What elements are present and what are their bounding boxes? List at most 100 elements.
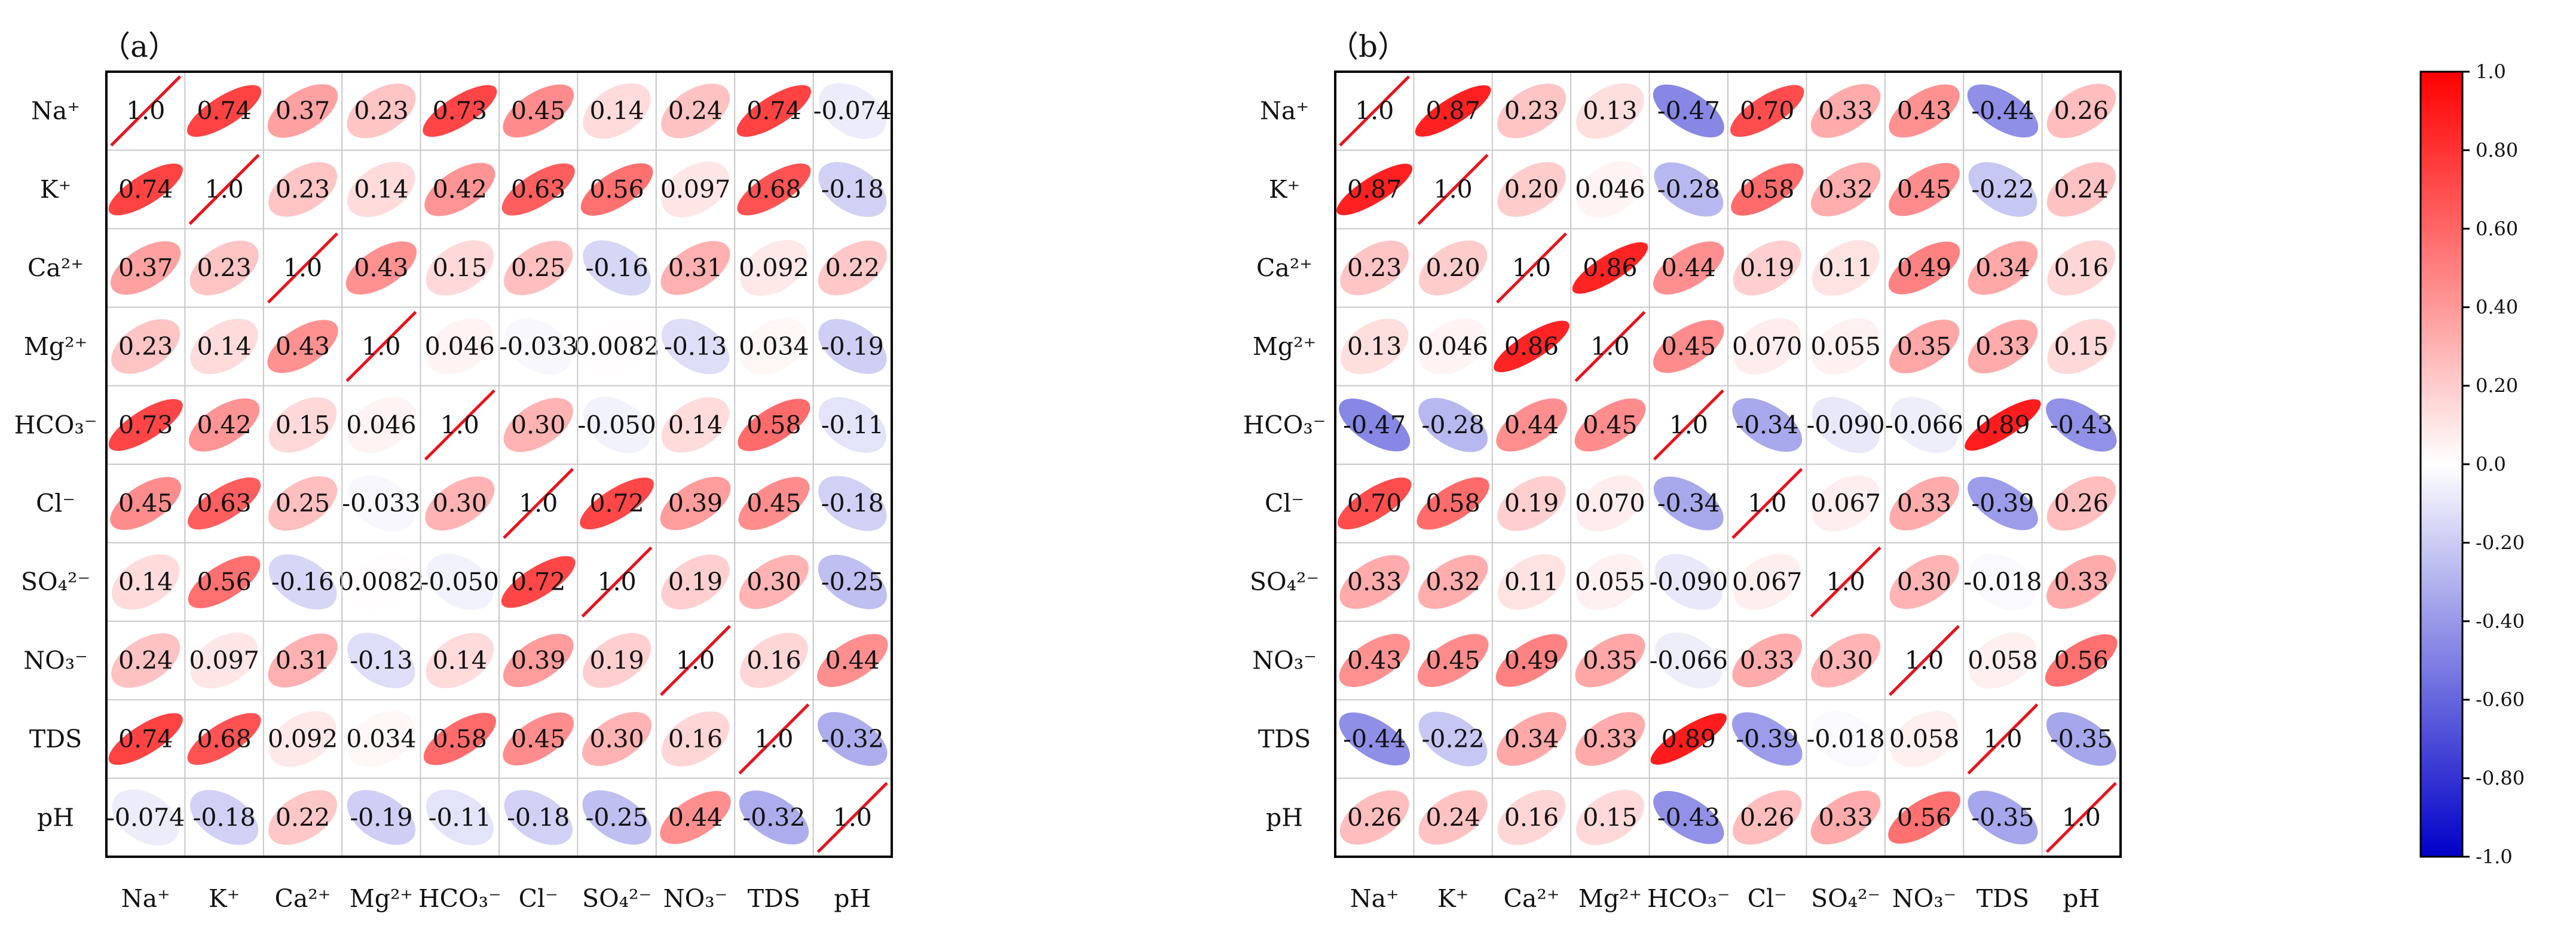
cell-value-label: -0.090	[1806, 410, 1884, 439]
correlation-ellipse	[1810, 84, 1881, 138]
correlation-ellipse	[818, 397, 886, 453]
correlation-ellipse	[111, 633, 180, 688]
correlation-ellipse	[1497, 476, 1566, 531]
column-tick-label: Cl⁻	[1748, 884, 1787, 913]
cell-value-label: 0.26	[1347, 803, 1402, 832]
cell-value-label: -0.43	[1657, 803, 1720, 832]
cell-value-label: 1.0	[1433, 175, 1472, 204]
correlation-ellipse	[504, 318, 572, 375]
cell-value-label: 1.0	[362, 332, 400, 361]
correlation-ellipse	[347, 633, 415, 688]
correlation-ellipse	[425, 476, 495, 531]
diagonal-line	[1417, 154, 1489, 225]
row-tick-label: Ca²⁺	[1256, 254, 1313, 283]
correlation-ellipse	[1339, 712, 1410, 766]
correlation-ellipse	[583, 318, 650, 375]
correlation-ellipse	[1497, 84, 1566, 139]
cell-value-label: 0.16	[2054, 254, 2109, 283]
correlation-ellipse	[582, 712, 652, 767]
cell-value-label: 0.74	[197, 97, 251, 125]
correlation-ellipse	[1733, 554, 1801, 611]
colorbar-tick-label: -0.80	[2476, 767, 2525, 790]
correlation-ellipse	[1968, 477, 2038, 531]
cell-value-label: 1.0	[283, 254, 322, 283]
column-tick-label: SO₄²⁻	[1811, 884, 1880, 913]
column-tick-label: pH	[834, 884, 871, 913]
cell-value-label: -0.18	[821, 175, 884, 204]
cell-value-label: 0.33	[1583, 725, 1637, 753]
correlation-ellipse	[1572, 242, 1648, 294]
correlation-ellipse	[501, 163, 575, 216]
correlation-ellipse	[2046, 84, 2116, 139]
cell-value-label: -0.066	[1650, 646, 1728, 675]
cell-value-label: 0.32	[1818, 175, 1873, 204]
colorbar-tick-label: 0.20	[2476, 375, 2518, 397]
correlation-ellipse	[818, 712, 888, 766]
cell-value-label: 0.30	[1818, 646, 1873, 675]
column-tick-label: pH	[2063, 884, 2100, 913]
cell-value-label: 0.72	[589, 489, 644, 518]
correlation-ellipse	[426, 633, 494, 688]
row-tick-label: HCO₃⁻	[1243, 410, 1326, 439]
correlation-ellipse	[1732, 633, 1803, 688]
cell-value-label: 0.87	[1425, 97, 1480, 125]
cell-value-label: -0.35	[2050, 725, 2113, 753]
cell-value-label: -0.44	[1971, 97, 2034, 125]
cell-value-label: 0.055	[1810, 332, 1880, 361]
row-tick-label: pH	[1266, 803, 1303, 832]
cell-value-label: -0.34	[1657, 489, 1720, 518]
diagonal-line	[581, 546, 653, 618]
cell-value-label: 0.63	[197, 489, 251, 518]
colorbar-tick-label: 1.0	[2476, 60, 2506, 83]
cell-value-label: 1.0	[1983, 725, 2022, 753]
correlation-ellipse	[818, 240, 887, 296]
row-tick-label: TDS	[29, 725, 82, 753]
correlation-ellipse	[736, 85, 812, 137]
cell-value-label: 0.24	[668, 97, 723, 125]
cell-value-label: 0.56	[2054, 646, 2109, 675]
cell-value-label: -0.22	[1971, 175, 2034, 204]
correlation-ellipse	[111, 241, 181, 295]
cell-value-label: 0.23	[118, 332, 173, 361]
cell-value-label: 0.20	[1504, 175, 1559, 204]
cell-value-label: -0.35	[1971, 803, 2034, 832]
cell-value-label: 0.37	[118, 254, 173, 283]
cell-value-label: -0.25	[821, 568, 884, 596]
correlation-ellipse	[818, 476, 887, 531]
correlation-ellipse	[1576, 554, 1644, 611]
cell-value-label: 0.11	[1504, 568, 1559, 596]
correlation-ellipse	[580, 477, 654, 530]
correlation-ellipse	[1811, 633, 1881, 688]
correlation-ellipse	[1889, 84, 1960, 138]
correlation-ellipse	[738, 477, 810, 531]
diagonal-line	[1889, 625, 1960, 696]
cell-value-label: 0.45	[1425, 646, 1480, 675]
correlation-ellipse	[1812, 240, 1880, 296]
cell-value-label: 0.14	[668, 410, 723, 439]
plot-frame	[1334, 70, 2122, 858]
cell-value-label: 0.58	[747, 410, 801, 439]
cell-value-label: 0.24	[118, 646, 173, 675]
cell-value-label: -0.16	[271, 568, 334, 596]
correlation-ellipse	[1812, 710, 1879, 768]
cell-value-label: 1.0	[1590, 332, 1629, 361]
cell-value-label: 0.32	[1425, 568, 1480, 596]
cell-value-label: 0.45	[1897, 175, 1951, 204]
diagonal-line	[738, 703, 810, 775]
correlation-ellipse	[267, 320, 338, 373]
row-tick-label: TDS	[1258, 725, 1311, 753]
correlation-ellipse	[582, 633, 651, 688]
correlation-ellipse	[1810, 790, 1881, 845]
correlation-ellipse	[1576, 475, 1644, 532]
correlation-ellipse	[1888, 791, 1960, 844]
cell-value-label: 0.44	[1662, 254, 1716, 283]
correlation-ellipse	[817, 634, 888, 687]
correlation-ellipse	[110, 477, 182, 531]
correlation-ellipse	[1576, 790, 1644, 845]
column-tick-label: TDS	[748, 884, 800, 913]
column-tick-label: Na⁺	[121, 884, 170, 913]
cell-value-label: 0.14	[589, 97, 644, 125]
correlation-ellipse	[426, 554, 494, 611]
correlation-ellipse	[1576, 83, 1644, 139]
